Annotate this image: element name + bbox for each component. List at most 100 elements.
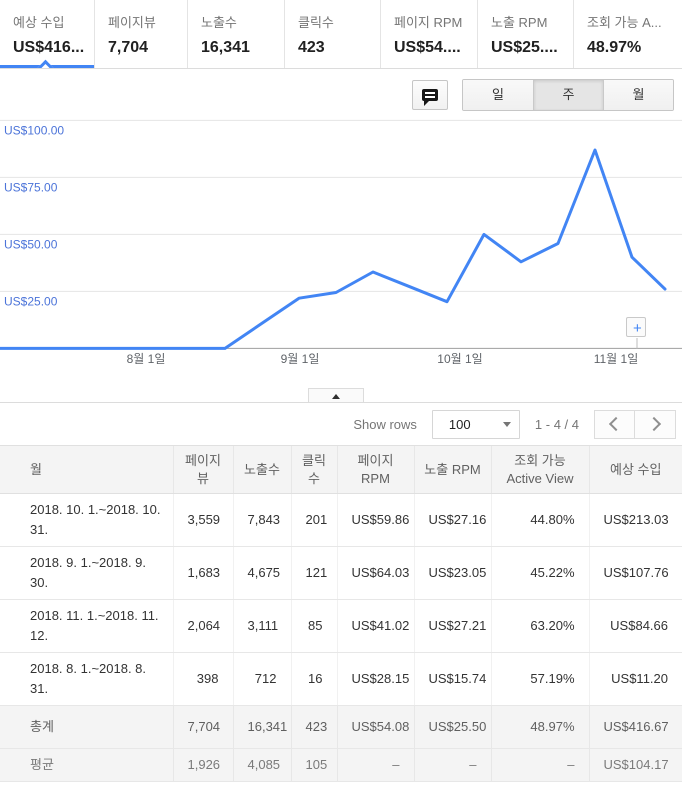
x-axis-tick-label: 9월 1일 [281, 352, 320, 366]
metric-value: 16,341 [201, 39, 250, 56]
metric-value: US$54.... [394, 39, 461, 56]
segment-1[interactable]: 주 [533, 80, 603, 110]
value-cell: 398 [172, 652, 233, 706]
metric-value: US$25.... [491, 39, 558, 56]
value-cell: 712 [232, 652, 291, 706]
metric-label: 클릭수 [298, 15, 334, 30]
table-average-row: 평균 1,926 4,085 105– – – US$104.17 [0, 748, 682, 782]
value-cell: 3,111 [232, 599, 291, 653]
metric-label: 페이지 RPM [394, 15, 463, 30]
value-cell: US$54.08 [336, 705, 414, 749]
annotations-button[interactable] [412, 80, 448, 110]
value-cell: US$28.15 [336, 652, 414, 706]
column-header-5[interactable]: 노출 RPM [413, 445, 491, 494]
value-cell: US$107.76 [588, 546, 682, 600]
value-cell: 4,675 [232, 546, 291, 600]
value-cell: US$104.17 [588, 748, 682, 782]
page-indicator: 1 - 4 / 4 [534, 416, 579, 432]
value-cell: 7,843 [232, 493, 291, 547]
value-cell: US$64.03 [336, 546, 414, 600]
value-cell: 44.80% [490, 493, 589, 547]
table-header-row: 월 페이지뷰 노출수 클릭수 페이지 RPM 노출 RPM 조회 가능 Active Vie… [0, 445, 682, 494]
table-row-0: 2018. 10. 1.~2018. 10. 31. 3,559 7,843 201 U… [0, 493, 682, 547]
value-cell: US$59.86 [336, 493, 414, 547]
metric-label: 조회 가능 A... [587, 15, 662, 30]
value-cell: US$15.74 [413, 652, 491, 706]
value-cell: 201 [290, 493, 337, 547]
value-cell: US$41.02 [336, 599, 414, 653]
value-cell: 45.22% [490, 546, 589, 600]
column-header-4[interactable]: 페이지 RPM [336, 445, 414, 494]
column-header-7[interactable]: 예상 수입 [588, 445, 682, 494]
value-cell: 85 [290, 599, 337, 653]
add-annotation-button[interactable]: + [626, 317, 646, 337]
metric-card-3[interactable]: 클릭수 423 [285, 0, 381, 68]
row-label-cell: 평균 [0, 748, 173, 782]
metric-label: 페이지뷰 [108, 15, 156, 30]
value-cell: 48.97% [490, 705, 589, 749]
column-header-6[interactable]: 조회 가능 Active View [490, 445, 589, 494]
value-cell: 16,341 [232, 705, 291, 749]
y-axis-tick-label: US$75.00 [4, 180, 58, 194]
report-table-section: Show rows 100 1 - 4 / 4 월 페이지뷰 노출수 클릭수 페이지 R… [0, 402, 682, 782]
show-rows-label: Show rows [353, 416, 417, 432]
speech-bubble-icon [422, 89, 438, 106]
table-row-3: 2018. 8. 1.~2018. 8. 31. 398 712 16 US$28.15… [0, 652, 682, 706]
metric-card-6[interactable]: 조회 가능 A... 48.97% [574, 0, 682, 68]
value-cell: 2,064 [172, 599, 233, 653]
y-axis-tick-label: US$100.00 [4, 123, 64, 137]
metric-label: 노출수 [201, 15, 237, 30]
column-header-2[interactable]: 노출수 [232, 445, 291, 494]
value-cell: US$84.66 [588, 599, 682, 653]
y-axis-tick-label: US$50.00 [4, 237, 58, 251]
rows-per-page-value: 100 [448, 416, 471, 432]
column-header-0[interactable]: 월 [0, 445, 173, 494]
value-cell: 3,559 [172, 493, 233, 547]
x-axis-tick-label: 10월 1일 [437, 352, 482, 366]
next-page-button[interactable] [635, 409, 676, 439]
value-cell: – [336, 748, 414, 782]
metric-label: 예상 수입 [13, 15, 65, 30]
pagination [594, 409, 676, 439]
metric-value: US$416... [13, 39, 85, 56]
metric-card-1[interactable]: 페이지뷰 7,704 [95, 0, 188, 68]
value-cell: US$27.21 [413, 599, 491, 653]
segment-2[interactable]: 월 [603, 80, 673, 110]
metric-card-2[interactable]: 노출수 16,341 [188, 0, 285, 68]
segment-0[interactable]: 일 [463, 80, 533, 110]
table-total-row: 총계 7,704 16,341 423 US$54.08 US$25.50 48.97% US… [0, 705, 682, 749]
date-range-cell: 2018. 9. 1.~2018. 9. 30. [0, 546, 173, 600]
value-cell: – [413, 748, 491, 782]
metric-value: 7,704 [108, 39, 149, 56]
y-axis-tick-label: US$25.00 [4, 294, 58, 308]
chevron-down-icon [502, 421, 511, 427]
row-label-cell: 총계 [0, 705, 173, 749]
value-cell: US$25.50 [413, 705, 491, 749]
value-cell: 105 [290, 748, 337, 782]
earnings-chart: US$100.00 US$75.00 US$50.00 US$25.00 8월 1일 9월… [0, 115, 682, 370]
metric-card-0[interactable]: 예상 수입 US$416... [0, 0, 95, 68]
metric-label: 노출 RPM [491, 15, 548, 30]
collapse-arrow-icon [332, 393, 340, 399]
value-cell: US$27.16 [413, 493, 491, 547]
value-cell: 57.19% [490, 652, 589, 706]
column-header-3[interactable]: 클릭수 [290, 445, 337, 494]
chevron-left-icon [608, 416, 624, 432]
table-row-2: 2018. 11. 1.~2018. 11. 12. 2,064 3,111 85 US… [0, 599, 682, 653]
report-table: 월 페이지뷰 노출수 클릭수 페이지 RPM 노출 RPM 조회 가능 Active Vie… [0, 445, 682, 782]
x-axis-tick-label: 8월 1일 [127, 352, 166, 366]
metric-card-5[interactable]: 노출 RPM US$25.... [478, 0, 574, 68]
previous-page-button[interactable] [594, 409, 635, 439]
value-cell: 4,085 [232, 748, 291, 782]
earnings-chart-svg: US$100.00 US$75.00 US$50.00 US$25.00 8월 1일 9월… [0, 119, 682, 366]
collapse-chart-tab[interactable] [308, 388, 364, 403]
value-cell: – [490, 748, 589, 782]
rows-per-page-select[interactable]: 100 [431, 409, 520, 439]
value-cell: US$11.20 [588, 652, 682, 706]
metric-card-4[interactable]: 페이지 RPM US$54.... [381, 0, 478, 68]
column-header-1[interactable]: 페이지뷰 [172, 445, 233, 494]
value-cell: 423 [290, 705, 337, 749]
